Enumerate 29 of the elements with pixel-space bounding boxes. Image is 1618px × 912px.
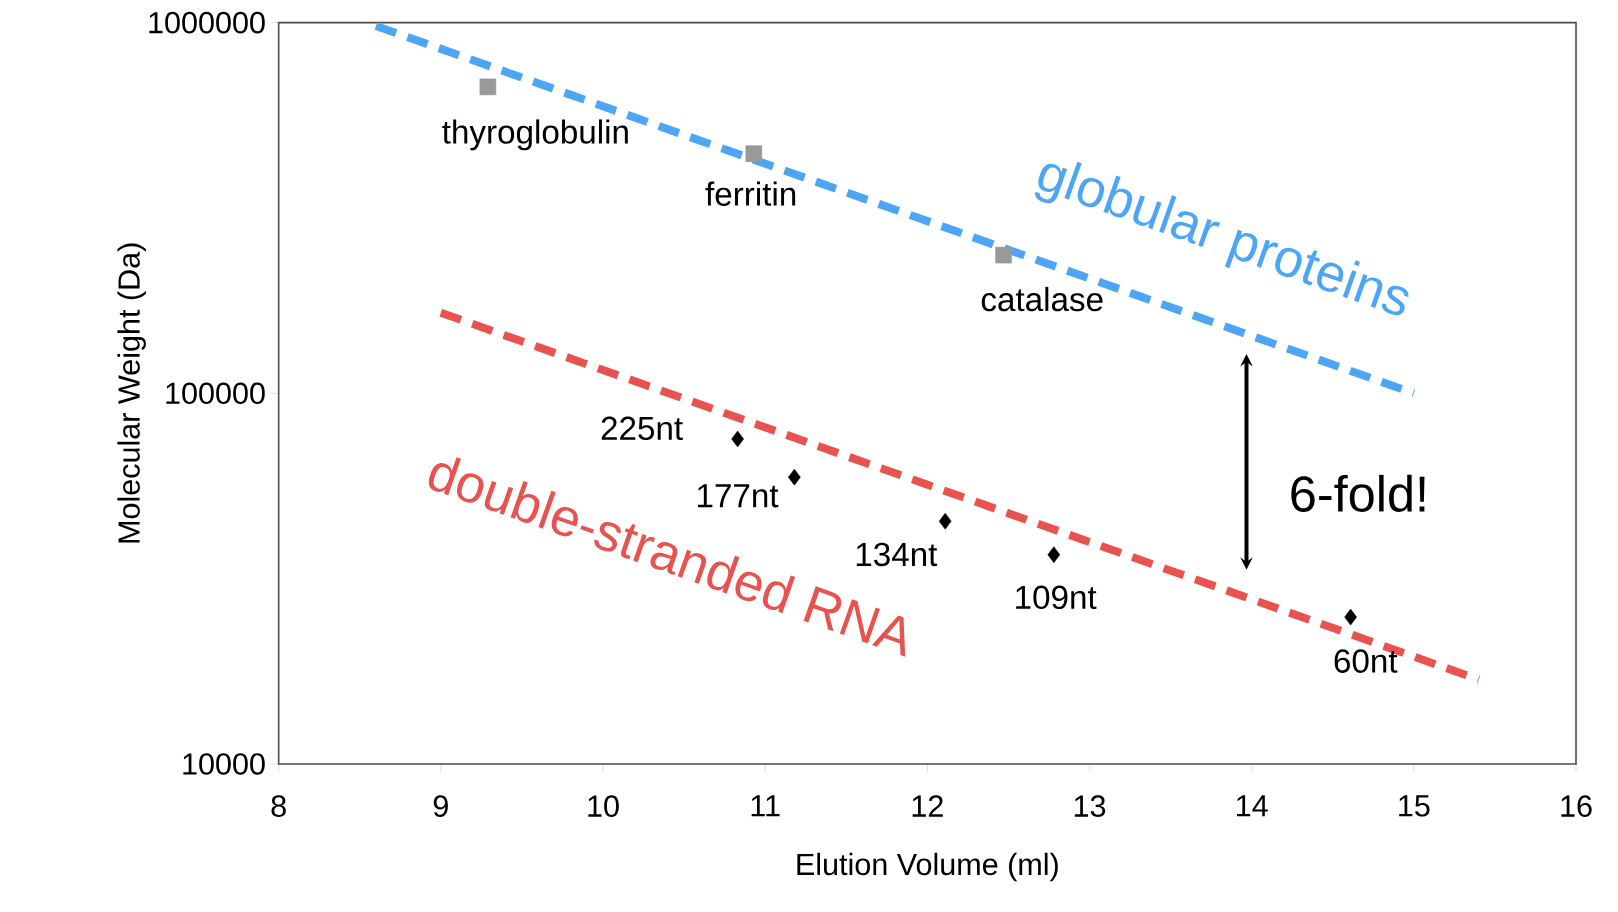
point — [1047, 546, 1061, 563]
x-tick-label: 13 — [1074, 795, 1106, 817]
x-tick-label: 11 — [751, 795, 780, 817]
y-tick-label: 1000000 — [149, 11, 265, 34]
annotation: thyroglobulin — [442, 119, 628, 151]
x-tick-label: 16 — [1561, 795, 1592, 817]
point — [745, 145, 763, 162]
y-tick-label: 10000 — [183, 753, 265, 775]
x-axis-title: Elution Volume (ml) — [797, 852, 1058, 882]
annotation: 134nt — [856, 542, 938, 567]
x-tick-label: 10 — [588, 795, 619, 817]
point — [938, 512, 952, 530]
annotation: catalase — [981, 286, 1103, 312]
point — [995, 246, 1012, 264]
annotation: 225nt — [601, 416, 683, 441]
annotation: 109nt — [1016, 585, 1097, 610]
y-axis-title: Molecular Weight (Da) — [117, 243, 146, 543]
x-tick-label: 9 — [433, 795, 448, 817]
annotation: 6-fold! — [1291, 474, 1425, 512]
x-tick-label: 12 — [912, 795, 943, 817]
point — [1344, 608, 1357, 626]
x-tick-label: 8 — [271, 795, 286, 817]
annotation: ferritin — [705, 181, 796, 206]
annotation: 60nt — [1334, 649, 1398, 673]
point — [731, 430, 744, 448]
y-tick-label: 100000 — [166, 382, 265, 405]
point — [479, 78, 497, 96]
x-tick-label: 14 — [1237, 795, 1268, 817]
x-tick-label: 15 — [1399, 795, 1430, 817]
